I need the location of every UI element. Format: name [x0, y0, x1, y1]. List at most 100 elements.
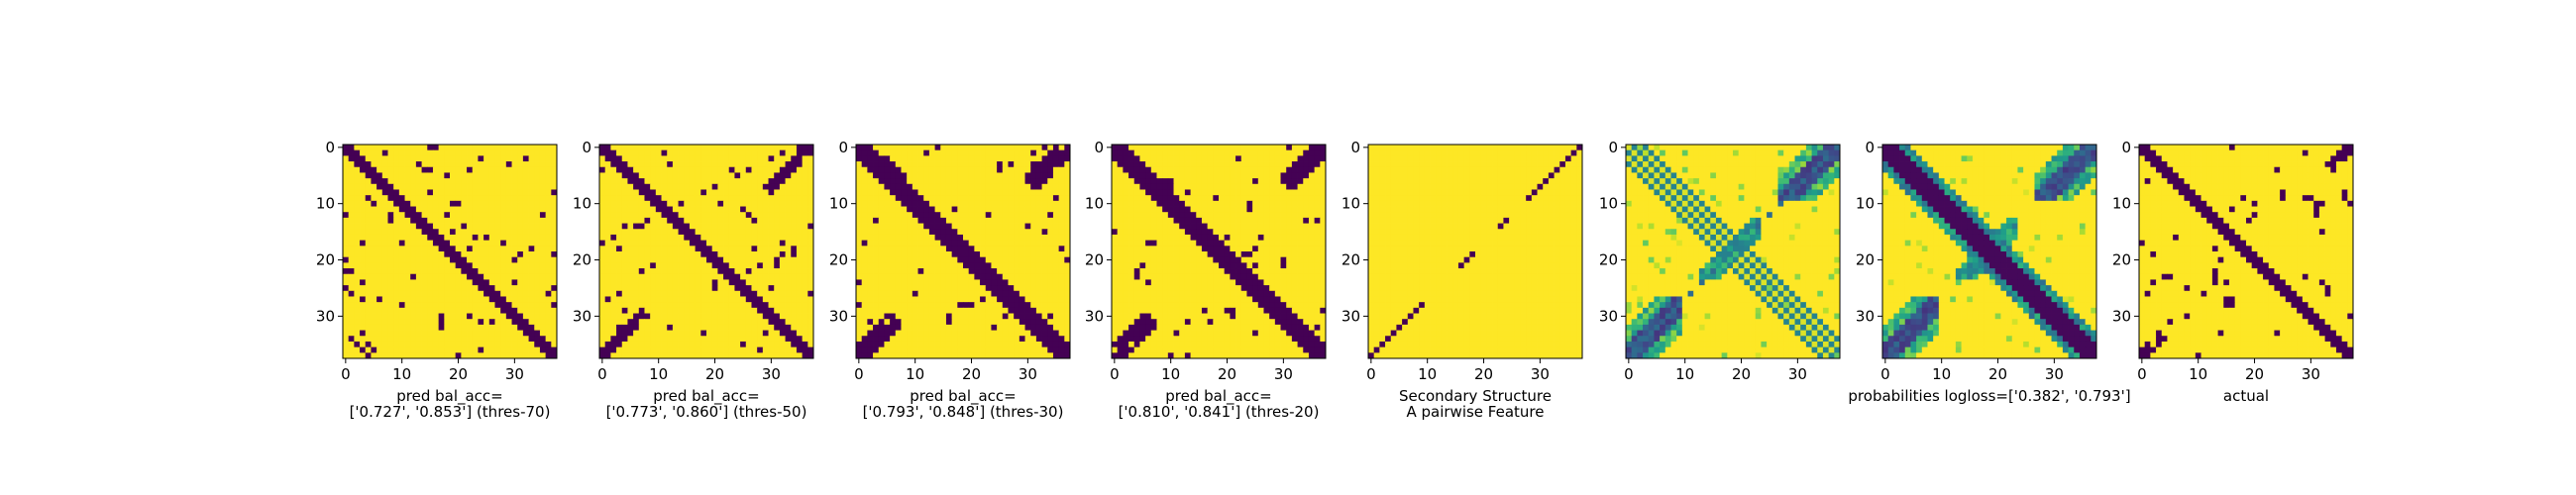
heatmap-cell	[505, 346, 512, 353]
heatmap-cell	[621, 149, 628, 156]
heatmap-cell	[745, 256, 752, 263]
heatmap-cell	[551, 246, 558, 252]
heatmap-cell	[774, 240, 781, 247]
heatmap-cell	[610, 149, 617, 156]
heatmap-cell	[884, 324, 891, 331]
heatmap-cell	[528, 149, 535, 156]
heatmap-cell	[1207, 155, 1214, 162]
heatmap-cell	[376, 195, 383, 202]
heatmap-cell	[951, 212, 958, 219]
heatmap-cell	[461, 200, 468, 207]
heatmap-cell	[1190, 200, 1197, 207]
heatmap-cell	[1052, 149, 1060, 156]
heatmap-cell	[650, 290, 657, 297]
heatmap-cell	[717, 256, 724, 263]
heatmap-cell	[751, 149, 758, 156]
heatmap-cell	[365, 183, 372, 190]
heatmap-cell	[1201, 166, 1209, 173]
heatmap-cell	[522, 206, 529, 213]
heatmap-cell	[678, 155, 685, 162]
heatmap-cell	[1064, 155, 1071, 162]
heatmap-cell	[1230, 178, 1236, 185]
heatmap-cell	[415, 189, 422, 196]
heatmap-cell	[387, 217, 394, 224]
heatmap-cell	[610, 161, 617, 168]
heatmap-cell	[917, 246, 924, 252]
heatmap-cell	[1257, 166, 1264, 173]
heatmap-cell	[672, 256, 679, 263]
heatmap-cell	[505, 273, 512, 280]
heatmap-cell	[667, 229, 674, 236]
heatmap-cell	[963, 290, 970, 297]
heatmap-cell	[689, 324, 697, 331]
heatmap-cell	[348, 330, 355, 337]
heatmap-cell	[467, 296, 474, 303]
heatmap-cell	[912, 324, 918, 331]
heatmap-cell	[796, 256, 804, 263]
heatmap-cell	[604, 324, 611, 331]
axes-frame	[598, 144, 814, 359]
heatmap-cell	[1184, 172, 1191, 179]
heatmap-cell	[488, 246, 495, 252]
heatmap-cell	[599, 336, 606, 343]
heatmap-cell	[488, 313, 495, 320]
heatmap-cell	[878, 341, 885, 348]
heatmap-cell	[923, 251, 930, 258]
heatmap-cell	[1145, 149, 1152, 156]
heatmap-cell	[1280, 200, 1287, 207]
heatmap-cell	[472, 324, 479, 331]
heatmap-cell	[500, 290, 507, 297]
heatmap-cell	[455, 302, 462, 309]
heatmap-cell	[934, 313, 941, 320]
heatmap-cell	[689, 212, 697, 219]
heatmap-cell	[1112, 149, 1119, 156]
heatmap-cell	[667, 256, 674, 263]
heatmap-cell	[432, 206, 440, 213]
heatmap-cell	[1263, 166, 1270, 173]
heatmap-cell	[751, 240, 758, 247]
heatmap-cell	[398, 336, 405, 343]
heatmap-cell	[968, 251, 975, 258]
heatmap-cell	[768, 212, 775, 219]
heatmap-cell	[404, 251, 411, 258]
heatmap-cell	[890, 307, 897, 314]
heatmap-cell	[934, 172, 941, 179]
heatmap-cell	[796, 246, 804, 252]
heatmap-cell	[901, 161, 908, 168]
heatmap-cell	[945, 313, 953, 320]
heatmap-cell	[528, 330, 535, 337]
heatmap-cell	[751, 256, 758, 263]
heatmap-cell	[505, 217, 512, 224]
heatmap-cell	[907, 183, 913, 190]
heatmap-cell	[1002, 240, 1009, 247]
heatmap-cell	[488, 319, 495, 326]
heatmap-cell	[621, 279, 628, 286]
heatmap-cell	[912, 234, 918, 242]
heatmap-cell	[655, 330, 662, 337]
heatmap-cell	[1286, 212, 1293, 219]
heatmap-cell	[365, 223, 372, 230]
heatmap-cell	[1274, 195, 1281, 202]
heatmap-cell	[488, 307, 495, 314]
heatmap-cell	[878, 324, 885, 331]
heatmap-cell	[610, 256, 617, 263]
heatmap-cell	[895, 313, 902, 320]
heatmap-cell	[1145, 212, 1152, 219]
heatmap-cell	[438, 346, 445, 353]
heatmap-cell	[890, 279, 897, 286]
heatmap-cell	[348, 251, 355, 258]
heatmap-cell	[511, 352, 518, 359]
heatmap-cell	[740, 195, 747, 202]
heatmap-cell	[534, 178, 541, 185]
heatmap-cell	[1002, 352, 1009, 359]
heatmap-cell	[1269, 223, 1276, 230]
heatmap-cell	[907, 172, 913, 179]
heatmap-cell	[1246, 206, 1253, 213]
heatmap-cell	[528, 352, 535, 359]
heatmap-cell	[917, 268, 924, 275]
heatmap-cell	[923, 330, 930, 337]
heatmap-cell	[774, 324, 781, 331]
heatmap-cell	[689, 183, 697, 190]
heatmap-cell	[621, 341, 628, 348]
heatmap-cell	[774, 234, 781, 242]
